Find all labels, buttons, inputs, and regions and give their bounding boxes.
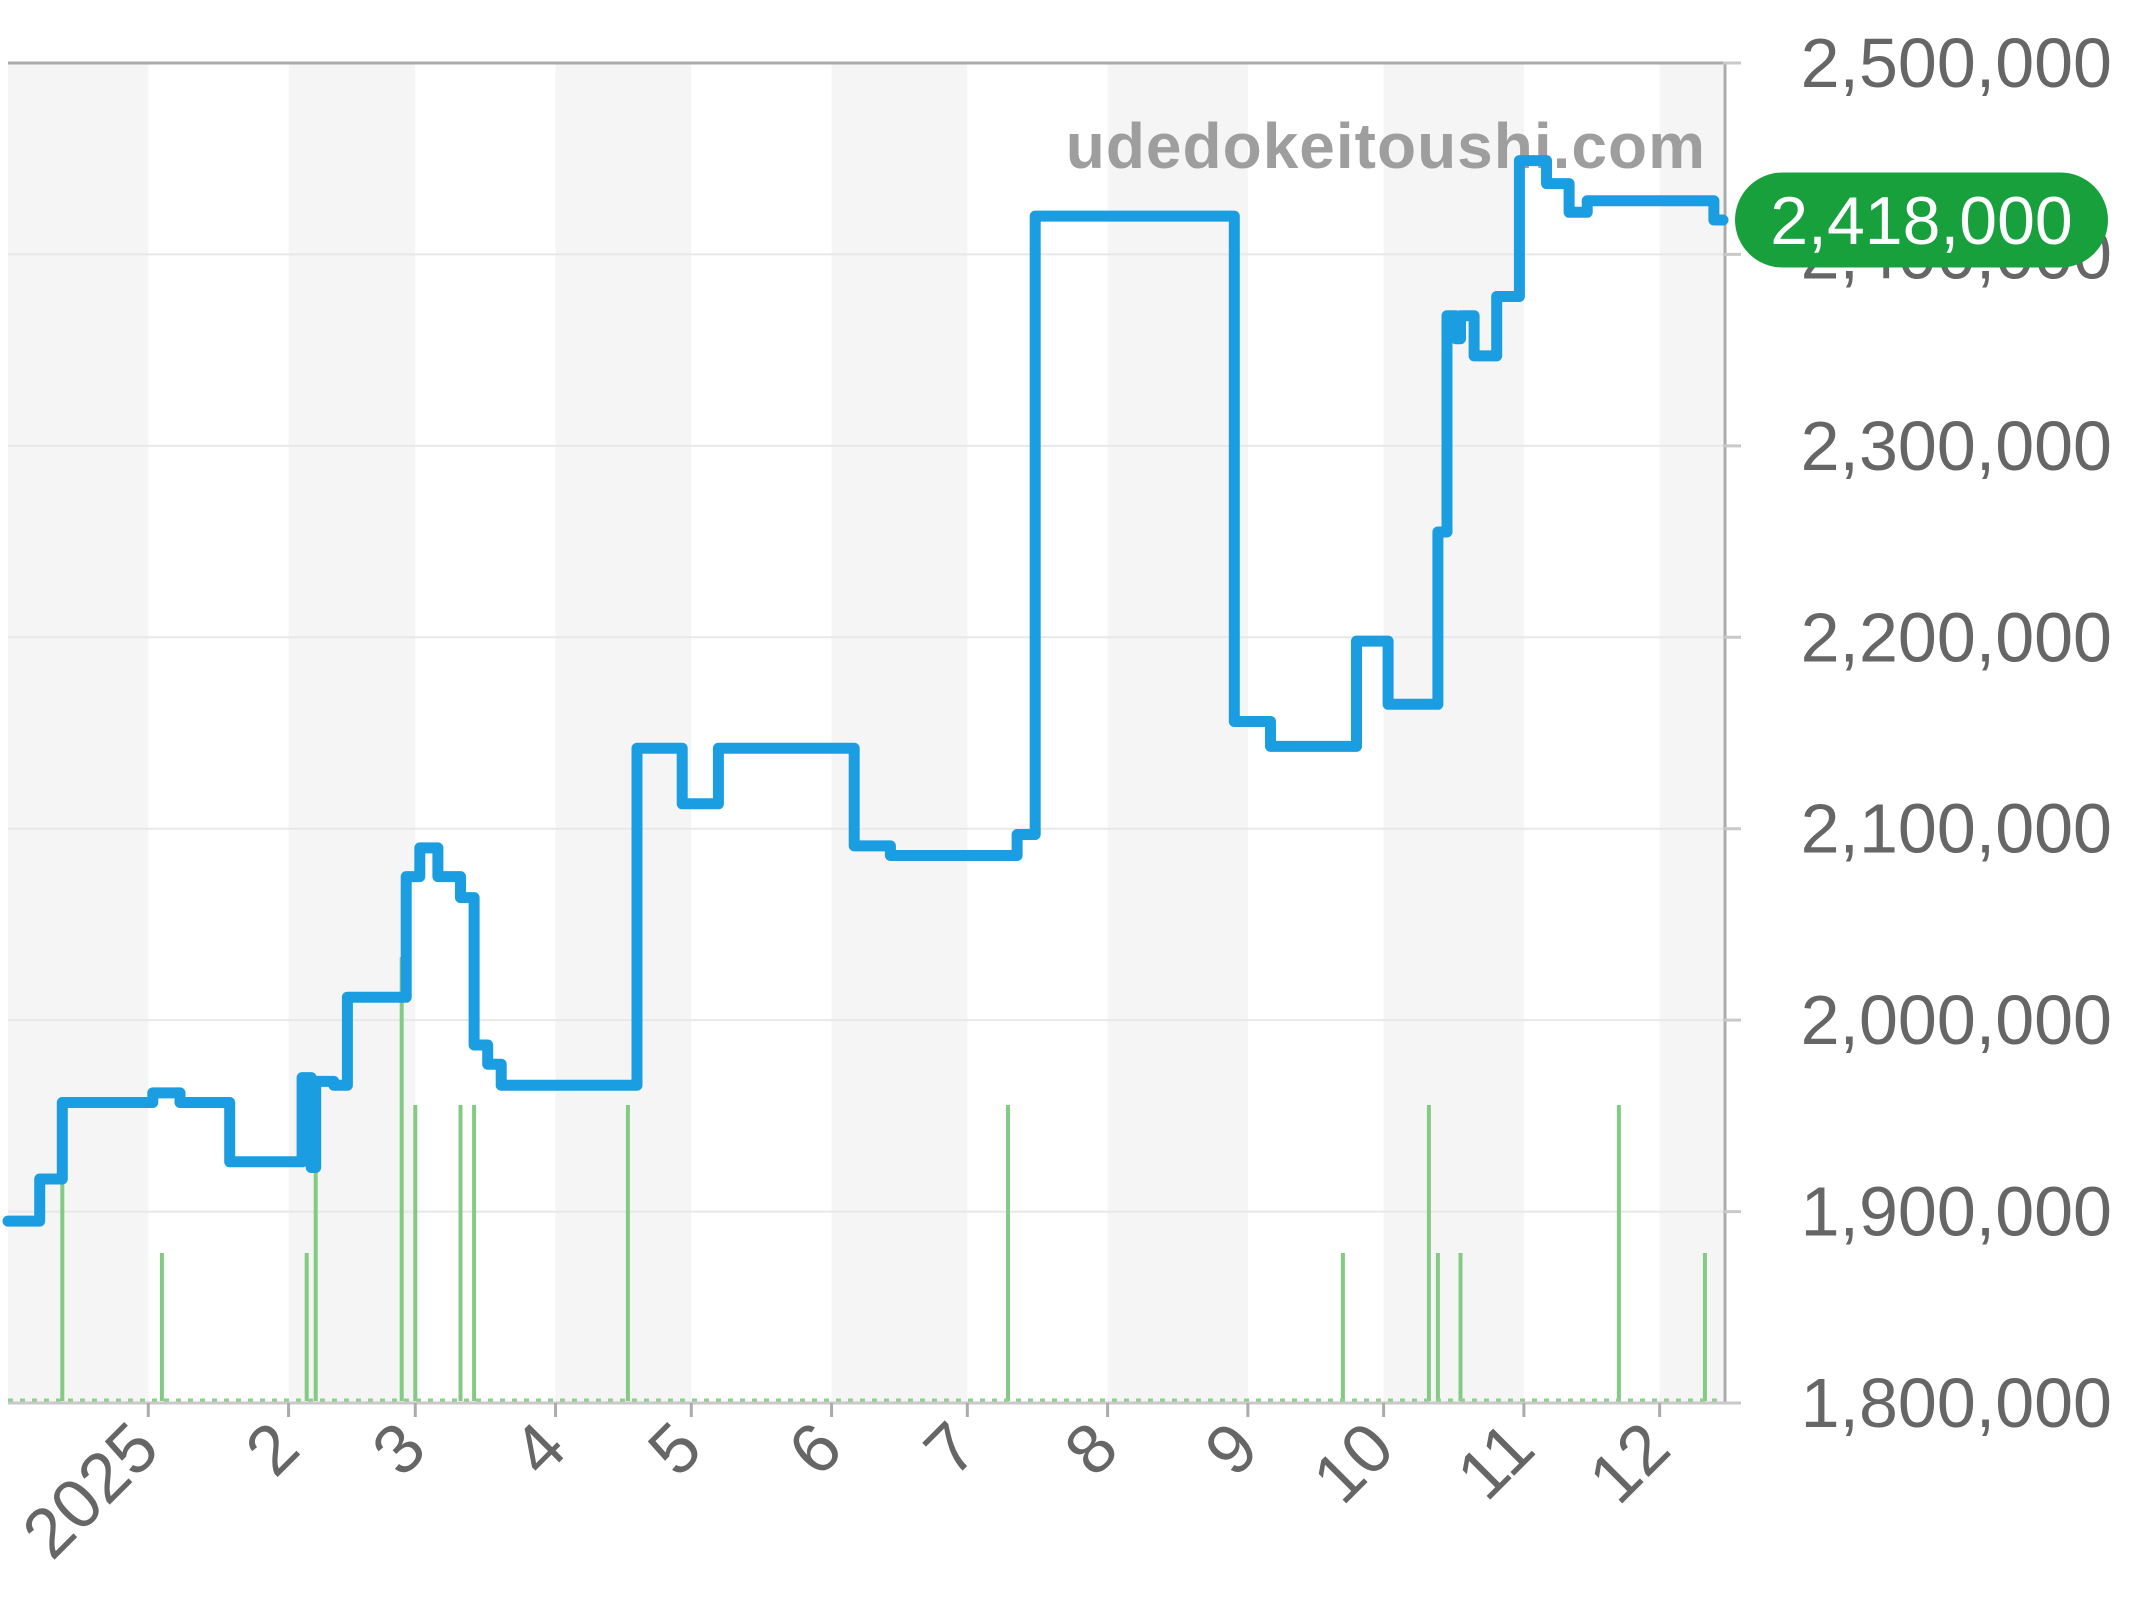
price-line (2, 155, 1729, 1227)
axis-ticks (146, 61, 1741, 1417)
badge-value: 2,418,000 (1770, 183, 2073, 259)
x-axis-label: 3 (357, 1407, 440, 1490)
month-band (555, 63, 692, 1403)
x-axis-label: 8 (1050, 1407, 1133, 1490)
x-axis-label: 4 (497, 1407, 580, 1490)
x-axis-label: 2025 (8, 1407, 173, 1572)
x-axis-label: 7 (909, 1407, 992, 1490)
y-axis-label: 2,200,000 (1801, 598, 2112, 676)
gridlines (8, 62, 1723, 1404)
y-axis-label: 1,800,000 (1801, 1364, 2112, 1442)
month-band (831, 63, 968, 1403)
y-axis-label: 1,900,000 (1801, 1173, 2112, 1251)
x-axis-label: 6 (774, 1407, 857, 1490)
watermark: udedokeitoushi.com (1066, 110, 1706, 182)
y-axis-label: 2,100,000 (1801, 790, 2112, 868)
month-bands (8, 63, 1723, 1403)
y-axis-label: 2,000,000 (1801, 981, 2112, 1059)
x-axis-label: 9 (1190, 1407, 1273, 1490)
x-axis-label: 11 (1442, 1407, 1549, 1514)
x-axis-label: 12 (1574, 1407, 1684, 1517)
x-axis-labels: 2025 2 3 4 5 6 7 8 9 10 11 12 (8, 1407, 1685, 1572)
last-price-badge: 2,418,000 (1735, 172, 2108, 268)
plot-borders (8, 61, 1727, 1405)
volume-bars (60, 957, 1707, 1401)
month-band (8, 63, 149, 1403)
badge-pill (1735, 172, 2108, 268)
month-band (1383, 63, 1524, 1403)
x-axis-label: 2 (231, 1407, 314, 1490)
price-series-path (2, 155, 1729, 1227)
x-axis-label: 10 (1298, 1407, 1408, 1517)
y-axis-labels: 2,500,0002,400,0002,300,0002,200,0002,10… (1801, 24, 2112, 1442)
month-band (288, 63, 416, 1403)
y-axis-label: 2,300,000 (1801, 407, 2112, 485)
month-band (1659, 63, 1723, 1403)
x-axis-label: 5 (633, 1407, 716, 1490)
month-band (1107, 63, 1248, 1403)
y-axis-label: 2,500,000 (1801, 24, 2112, 102)
